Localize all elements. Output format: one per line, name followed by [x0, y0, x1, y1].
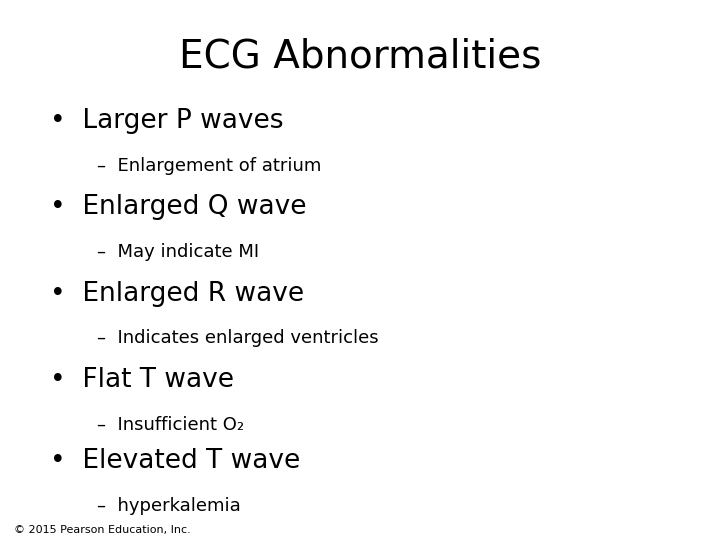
Text: –  Indicates enlarged ventricles: – Indicates enlarged ventricles — [97, 329, 379, 347]
Text: •  Flat T wave: • Flat T wave — [50, 367, 235, 393]
Text: –  hyperkalemia: – hyperkalemia — [97, 497, 241, 515]
Text: © 2015 Pearson Education, Inc.: © 2015 Pearson Education, Inc. — [14, 524, 191, 535]
Text: •  Enlarged R wave: • Enlarged R wave — [50, 281, 305, 307]
Text: •  Elevated T wave: • Elevated T wave — [50, 448, 301, 474]
Text: –  Insufficient O₂: – Insufficient O₂ — [97, 416, 244, 434]
Text: •  Larger P waves: • Larger P waves — [50, 108, 284, 134]
Text: ECG Abnormalities: ECG Abnormalities — [179, 38, 541, 76]
Text: –  Enlargement of atrium: – Enlargement of atrium — [97, 157, 322, 174]
Text: •  Enlarged Q wave: • Enlarged Q wave — [50, 194, 307, 220]
Text: –  May indicate MI: – May indicate MI — [97, 243, 259, 261]
